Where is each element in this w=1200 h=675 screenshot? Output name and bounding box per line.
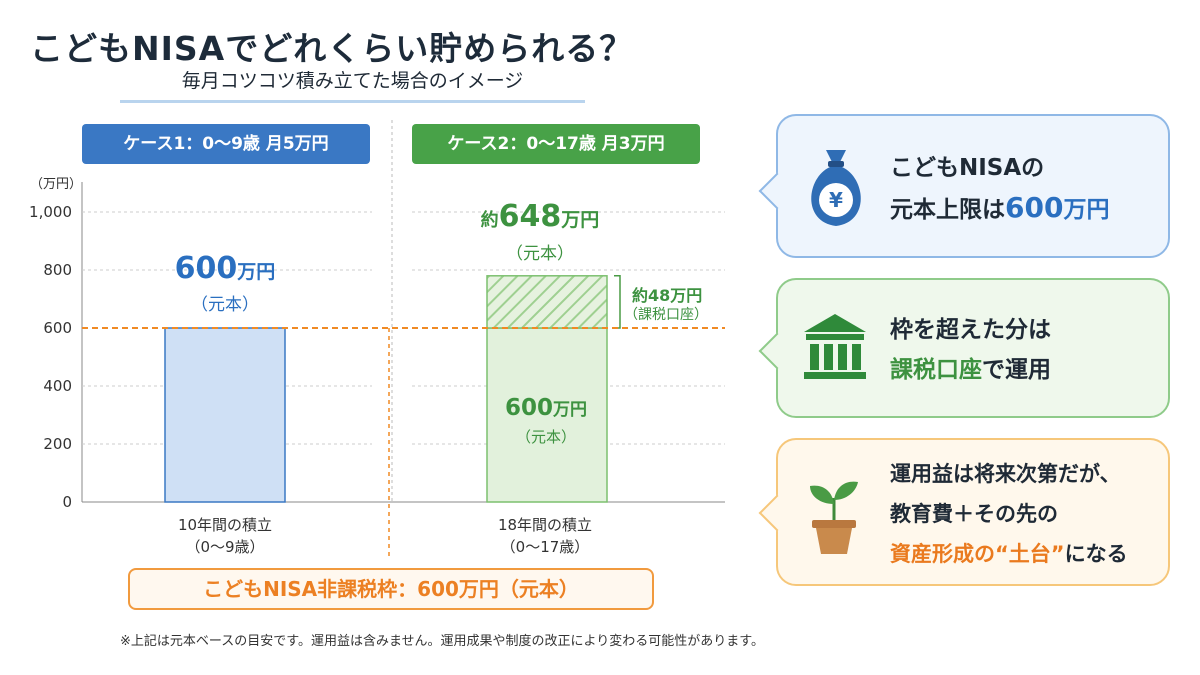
- callout2-line2b: で運用: [982, 357, 1051, 383]
- case2-total-prefix: 約: [480, 210, 499, 231]
- potted-plant-icon: [800, 470, 868, 560]
- bank-building-icon: [800, 308, 870, 392]
- case2-label: ケース2：0〜17歳 月3万円: [412, 124, 700, 164]
- footnote: ※上記は元本ベースの目安です。運用益は含みません。運用成果や制度の改正により変わ…: [120, 634, 764, 649]
- callout3-line2: 教育費＋その先の: [890, 502, 1058, 526]
- callout-contribution-limit: ¥ こどもNISAの 元本上限は600万円: [758, 114, 1170, 258]
- case2-total-value: 648: [498, 199, 562, 234]
- money-bag-yen-icon: ¥: [800, 144, 872, 234]
- page-subtitle: 毎月コツコツ積み立てた場合のイメージ: [120, 64, 585, 103]
- case1-xlabel: 10年間の積立 （0〜9歳）: [130, 514, 320, 558]
- callout3-line3b: になる: [1064, 542, 1128, 566]
- excess-amount: 約48万円: [632, 286, 703, 305]
- callout-tail: [758, 494, 796, 532]
- callout1-line2a: 元本上限は: [890, 197, 1005, 223]
- callout1-line2: 元本上限は600万円: [890, 188, 1109, 230]
- case1-xlabel-line2: （0〜9歳）: [185, 538, 265, 556]
- y-tick-label: 1,000: [29, 203, 72, 221]
- svg-text:¥: ¥: [829, 188, 843, 212]
- y-axis-unit: （万円）: [30, 177, 82, 192]
- case2-inner-unit: 万円: [553, 400, 587, 420]
- y-tick-label: 0: [62, 493, 72, 511]
- case2-total-note: （元本）: [506, 244, 574, 264]
- callout-tail: [758, 172, 796, 210]
- y-tick-label: 800: [43, 261, 72, 279]
- callout2-line2: 課税口座で運用: [890, 350, 1051, 390]
- case2-xlabel-line2: （0〜17歳）: [500, 538, 590, 556]
- case2-total: 約648万円: [440, 199, 640, 234]
- callout-tail: [758, 332, 796, 370]
- bar-case2-nisa: [486, 327, 608, 503]
- callout3-line3: 資産形成の“土台”になる: [890, 534, 1128, 574]
- callout3-line1: 運用益は将来次第だが、: [890, 462, 1121, 486]
- callout2-account: 課税口座: [890, 357, 982, 383]
- case2-xlabel: 18年間の積立 （0〜17歳）: [450, 514, 640, 558]
- case1-amount-unit: 万円: [237, 261, 276, 283]
- callout1-line1: こどもNISAの: [890, 155, 1045, 181]
- case2-xlabel-line1: 18年間の積立: [497, 516, 593, 534]
- excess-brace: [614, 275, 621, 329]
- callout2-line1: 枠を超えた分は: [890, 317, 1051, 343]
- case1-amount-value: 600: [174, 251, 238, 286]
- y-tick-label: 600: [43, 319, 72, 337]
- callout1-unit: 万円: [1063, 197, 1110, 223]
- case1-amount-note: （元本）: [191, 295, 259, 315]
- bar-case2-taxable: [486, 275, 608, 329]
- case2-inner-value: 600: [504, 395, 553, 421]
- y-tick-label: 200: [43, 435, 72, 453]
- callout-asset-foundation: 運用益は将来次第だが、 教育費＋その先の 資産形成の“土台”になる: [758, 438, 1170, 586]
- savings-chart: 0 200 400 600 800 1,000 （万円）: [29, 120, 725, 560]
- nisa-limit-legend: こどもNISA非課税枠：600万円（元本）: [128, 568, 654, 610]
- excess-account: （課税口座）: [624, 307, 708, 323]
- callout1-amount: 600: [1005, 191, 1064, 224]
- callout3-highlight: 資産形成の“土台”: [890, 542, 1065, 566]
- case2-inner-amount: 600万円: [486, 395, 606, 421]
- case2-total-unit: 万円: [561, 209, 600, 231]
- callout-taxable-account: 枠を超えた分は 課税口座で運用: [758, 278, 1170, 418]
- case2-inner-note: （元本）: [515, 428, 576, 446]
- case1-label: ケース1：0〜9歳 月5万円: [82, 124, 370, 164]
- bar-case1: [164, 327, 286, 503]
- case1-amount: 600万円: [130, 251, 320, 286]
- page-title: こどもNISAでどれくらい貯められる？: [30, 29, 634, 68]
- y-tick-label: 400: [43, 377, 72, 395]
- case1-xlabel-line1: 10年間の積立: [177, 516, 273, 534]
